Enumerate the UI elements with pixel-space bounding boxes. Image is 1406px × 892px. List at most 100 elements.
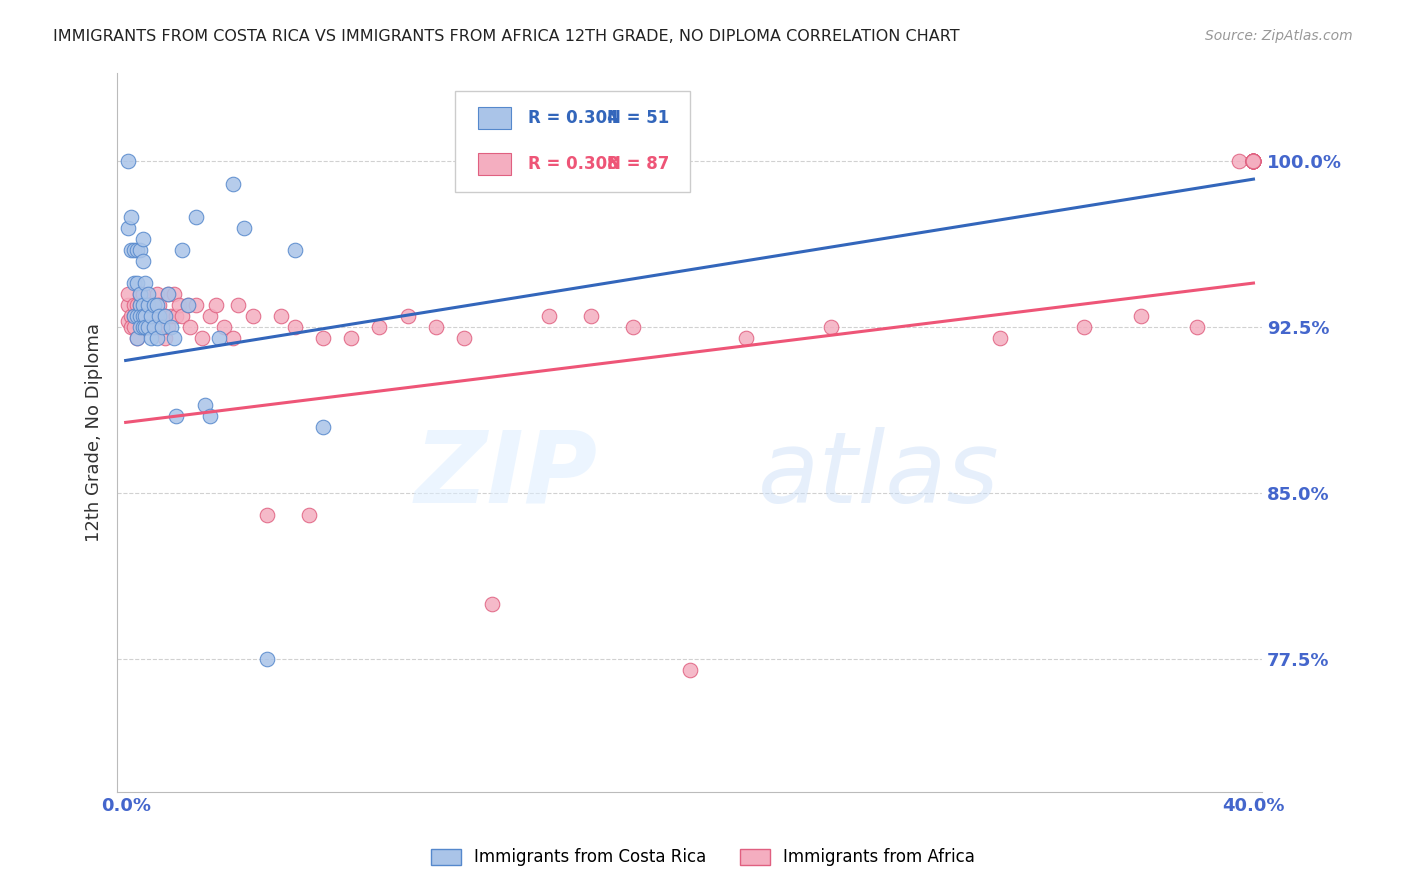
FancyBboxPatch shape [478,153,510,176]
Text: ZIP: ZIP [415,427,598,524]
Point [139,310,162,324]
Point [222,331,245,345]
Point [142,320,165,334]
Point [1243,154,1265,169]
Point [1243,154,1265,169]
Point [200,409,222,423]
Text: R = 0.304: R = 0.304 [527,109,619,128]
Point [134,276,156,290]
Point [148,310,170,324]
Point [150,320,173,334]
Text: IMMIGRANTS FROM COSTA RICA VS IMMIGRANTS FROM AFRICA 12TH GRADE, NO DIPLOMA CORR: IMMIGRANTS FROM COSTA RICA VS IMMIGRANTS… [53,29,960,44]
Point [194,398,217,412]
Point [1243,154,1265,169]
Point [208,331,231,345]
Point [170,310,193,324]
Point [131,320,153,334]
Point [122,243,145,257]
Point [1073,320,1095,334]
Point [165,409,187,423]
Point [156,287,179,301]
Point [284,320,307,334]
Point [1243,154,1265,169]
Point [312,331,335,345]
Point [131,320,153,334]
Point [678,663,700,677]
Point [125,243,148,257]
Point [128,287,150,301]
Point [134,310,156,324]
FancyBboxPatch shape [456,91,689,192]
Point [1243,154,1265,169]
Text: N = 87: N = 87 [607,155,669,173]
Point [131,287,153,301]
Point [162,287,184,301]
Point [1243,154,1265,169]
Text: N = 51: N = 51 [607,109,669,128]
Point [128,243,150,257]
Point [128,287,150,301]
Point [537,310,560,324]
Point [128,310,150,324]
Point [139,331,162,345]
Point [145,298,167,312]
Point [125,331,148,345]
Point [117,220,139,235]
Point [228,298,250,312]
Point [145,287,167,301]
Point [120,310,142,324]
Point [1129,310,1152,324]
Point [284,243,307,257]
Point [179,320,201,334]
Legend: Immigrants from Costa Rica, Immigrants from Africa: Immigrants from Costa Rica, Immigrants f… [425,842,981,873]
Point [162,331,184,345]
Point [117,287,139,301]
Point [159,320,181,334]
Point [148,320,170,334]
Point [988,331,1011,345]
Point [128,298,150,312]
Point [120,320,142,334]
Point [134,320,156,334]
Point [368,320,391,334]
Point [122,310,145,324]
Point [136,287,159,301]
Point [256,652,278,666]
Point [820,320,842,334]
Point [128,310,150,324]
Point [270,310,292,324]
Point [1243,154,1265,169]
Point [1243,154,1265,169]
Point [134,320,156,334]
Point [176,298,198,312]
Point [1243,154,1265,169]
Point [1185,320,1208,334]
Point [191,331,214,345]
Text: atlas: atlas [758,427,1000,524]
Point [139,310,162,324]
Point [117,313,139,327]
Point [904,818,927,832]
Point [128,320,150,334]
Point [131,254,153,268]
Point [156,320,179,334]
Point [312,419,335,434]
Point [136,298,159,312]
Point [425,320,447,334]
Point [396,310,419,324]
Point [136,320,159,334]
Point [145,310,167,324]
Point [150,310,173,324]
Point [1243,154,1265,169]
Point [120,210,142,224]
Point [340,331,363,345]
Point [214,320,236,334]
FancyBboxPatch shape [478,107,510,129]
Point [298,508,321,523]
Point [131,310,153,324]
Point [481,597,503,611]
Point [122,320,145,334]
Point [256,508,278,523]
Point [136,298,159,312]
Text: Source: ZipAtlas.com: Source: ZipAtlas.com [1205,29,1353,43]
